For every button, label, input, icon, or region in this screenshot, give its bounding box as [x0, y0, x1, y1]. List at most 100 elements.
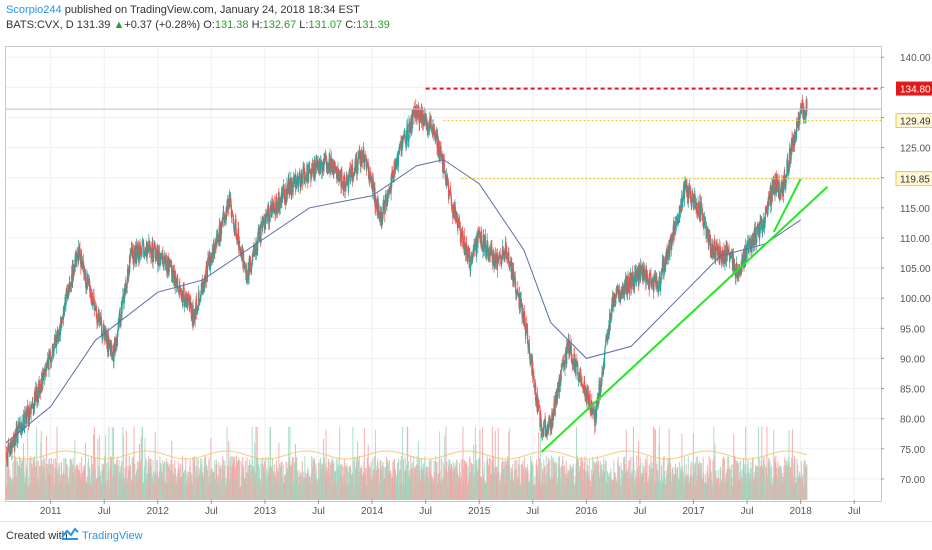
candle-body: [600, 381, 603, 384]
candle-body: [380, 211, 382, 221]
candle-body: [57, 338, 59, 341]
volume-bar: [110, 456, 112, 500]
candle-body: [407, 140, 410, 141]
candle-body: [43, 375, 45, 379]
volume-bar: [226, 426, 228, 500]
candle-body: [464, 245, 466, 254]
candle-body: [433, 128, 436, 133]
volume-bar: [745, 426, 747, 500]
candle-body: [312, 163, 314, 175]
candle-body: [126, 283, 128, 288]
volume-bar: [735, 460, 737, 500]
volume-bar: [519, 465, 521, 500]
candle-body: [141, 244, 143, 254]
candle-body: [577, 375, 579, 381]
candle-body: [654, 277, 657, 284]
volume-bar: [652, 426, 654, 500]
candle-body: [209, 254, 211, 270]
candle-body: [481, 247, 483, 249]
candle-body: [395, 161, 397, 166]
volume-bar: [218, 466, 220, 500]
volume-bar: [36, 461, 38, 500]
volume-bar: [331, 461, 333, 500]
candle-body: [125, 283, 127, 286]
volume-bar: [397, 458, 399, 500]
candle-body: [230, 198, 232, 205]
candle-body: [427, 128, 429, 131]
candle-body: [614, 299, 616, 301]
volume-bar: [457, 473, 459, 500]
candle-body: [120, 320, 122, 326]
candle-body: [634, 270, 637, 281]
candle-body: [102, 325, 104, 333]
candle-body: [338, 177, 340, 181]
candle-body: [643, 266, 645, 275]
candle-body: [402, 140, 404, 148]
volume-bar: [311, 457, 313, 500]
author-link[interactable]: Scorpio244: [6, 4, 62, 16]
candle-body: [629, 277, 631, 293]
candle-body: [547, 423, 549, 428]
candle-body: [282, 187, 284, 200]
candle-body: [115, 338, 117, 348]
candle-body: [74, 265, 76, 270]
candle-body: [183, 286, 185, 289]
candle-body: [101, 334, 104, 339]
candle-body: [434, 135, 436, 139]
volume-bar: [590, 469, 592, 500]
candle-body: [61, 318, 63, 328]
volume-bar: [489, 458, 491, 500]
candle-body: [443, 160, 445, 172]
candle-body: [612, 296, 614, 301]
volume-bar: [289, 426, 291, 500]
candle-body: [361, 152, 363, 156]
candle-body: [505, 245, 507, 251]
candle-body: [447, 185, 450, 200]
volume-bar: [462, 426, 464, 500]
candle-body: [27, 406, 29, 412]
candle-body: [514, 276, 516, 282]
candle-body: [430, 116, 432, 127]
candle-body: [172, 270, 174, 277]
candle-body: [292, 187, 294, 192]
candle-body: [165, 258, 167, 266]
price-chart[interactable]: 70.0075.0080.0085.0090.0095.00100.00105.…: [0, 0, 932, 521]
candle-body: [132, 251, 135, 264]
candle-body: [323, 158, 325, 171]
candle-body: [477, 233, 479, 248]
candle-body: [41, 372, 43, 375]
candle-body: [360, 152, 362, 166]
candle-body: [396, 155, 399, 166]
candle-body: [376, 202, 378, 207]
candle-body: [86, 277, 88, 283]
candle-body: [98, 309, 100, 322]
candle-body: [117, 330, 119, 337]
candle-body: [348, 177, 350, 189]
candle-body: [416, 113, 418, 121]
candle-body: [288, 186, 291, 194]
volume-bar: [39, 465, 41, 500]
candle-body: [90, 295, 92, 301]
candle-body: [122, 295, 124, 301]
candle-body: [206, 277, 208, 282]
candle-body: [48, 350, 50, 370]
volume-bar: [113, 427, 115, 500]
candle-body: [495, 254, 497, 264]
candle-body: [346, 174, 348, 182]
candle-body: [556, 388, 558, 403]
candle-body: [117, 324, 119, 331]
candle-body: [578, 375, 580, 379]
candle-body: [115, 338, 118, 339]
candle-body: [142, 242, 144, 244]
candle-body: [192, 304, 194, 323]
candle-body: [15, 427, 17, 443]
candle-body: [295, 179, 297, 189]
candle-body: [447, 181, 449, 186]
candle-body: [367, 162, 369, 168]
candle-body: [384, 195, 386, 215]
volume-bar: [539, 432, 541, 500]
candle-body: [105, 331, 107, 338]
candle-body: [576, 362, 578, 364]
candle-body: [467, 247, 469, 255]
candle-body: [528, 342, 530, 353]
